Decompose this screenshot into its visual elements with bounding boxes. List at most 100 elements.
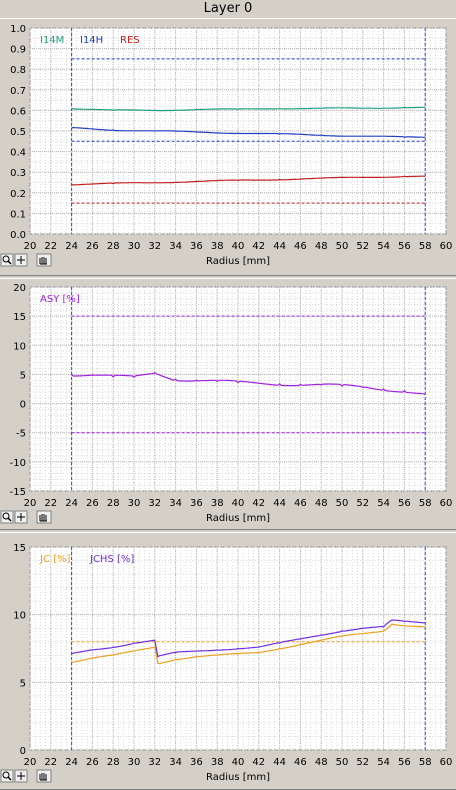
- legend-entry-1: JC [%]: [39, 554, 71, 565]
- y-tick-label: 0.8: [10, 65, 26, 76]
- x-tick-label: 50: [336, 498, 349, 509]
- x-tick-label: 28: [107, 757, 120, 768]
- x-tick-label: 40: [232, 498, 245, 509]
- x-tick-label: 48: [315, 498, 328, 509]
- x-tick-label: 22: [44, 757, 57, 768]
- x-tick-label: 28: [107, 241, 120, 252]
- y-tick-label: 10: [13, 611, 26, 622]
- legend-entry-3: RES: [120, 35, 140, 46]
- y-tick-label: 0.3: [10, 168, 26, 179]
- y-tick-label: 0.2: [10, 189, 26, 200]
- x-tick-label: 46: [294, 241, 307, 252]
- x-tick-label: 54: [377, 757, 390, 768]
- x-tick-label: 54: [377, 241, 390, 252]
- y-tick-label: 0.1: [10, 209, 26, 220]
- grid: [29, 546, 447, 751]
- x-tick-label: 36: [190, 498, 203, 509]
- x-tick-label: 20: [24, 498, 37, 509]
- y-tick-label: -10: [10, 458, 26, 469]
- grid: [29, 286, 447, 492]
- y-tick-label: -15: [10, 487, 26, 498]
- x-tick-label: 58: [419, 498, 432, 509]
- legend-entry-1: I14M: [40, 35, 64, 46]
- x-tick-label: 36: [190, 757, 203, 768]
- plot-toolbar: [0, 769, 52, 783]
- zoom-icon[interactable]: [0, 253, 14, 267]
- crosshair-icon[interactable]: [14, 769, 28, 783]
- x-tick-label: 34: [169, 757, 182, 768]
- x-tick-label: 28: [107, 498, 120, 509]
- x-tick-label: 60: [440, 241, 453, 252]
- x-tick-label: 44: [273, 241, 286, 252]
- x-tick-label: 58: [419, 757, 432, 768]
- x-tick-label: 52: [356, 241, 369, 252]
- x-tick-label: 32: [148, 241, 161, 252]
- plot-toolbar: [0, 510, 52, 524]
- x-tick-label: 30: [128, 757, 141, 768]
- series-line-1: [71, 372, 426, 395]
- y-tick-label: 0.4: [10, 148, 26, 159]
- x-tick-label: 54: [377, 498, 390, 509]
- x-tick-label: 24: [65, 498, 78, 509]
- x-tick-label: 56: [398, 498, 411, 509]
- legend-entry-2: I14H: [80, 35, 103, 46]
- x-tick-label: 56: [398, 241, 411, 252]
- x-tick-label: 60: [440, 498, 453, 509]
- x-tick-label: 38: [211, 241, 224, 252]
- x-tick-label: 60: [440, 757, 453, 768]
- plot-toolbar: [0, 253, 52, 267]
- x-tick-label: 42: [252, 241, 265, 252]
- pan-hand-icon[interactable]: [36, 510, 52, 524]
- y-tick-label: 20: [13, 283, 26, 294]
- chart-panel-2: ASY [%] -15 -10 -5 0 5 10 15 20 20 22 24 26 28 30 32 34 3…: [0, 278, 456, 530]
- x-tick-label: 36: [190, 241, 203, 252]
- y-tick-label: 1.0: [10, 24, 26, 35]
- x-tick-label: 24: [65, 241, 78, 252]
- y-tick-label: 0.5: [10, 127, 26, 138]
- y-tick-label: 0: [20, 400, 26, 411]
- x-tick-label: 40: [232, 757, 245, 768]
- chart-panel-1: I14M I14H RES 0.0 0.1 0.2 0.3 0.4 0.5 0.6 0.7 0.8 0.…: [0, 18, 456, 276]
- x-tick-label: 44: [273, 757, 286, 768]
- series-line-2: [71, 126, 426, 138]
- series-line-3: [71, 175, 426, 186]
- x-axis-label: Radius [mm]: [206, 772, 270, 783]
- x-tick-label: 46: [294, 498, 307, 509]
- x-tick-label: 42: [252, 498, 265, 509]
- x-tick-label: 24: [65, 757, 78, 768]
- window-title: Layer 0: [203, 1, 253, 16]
- x-tick-label: 42: [252, 757, 265, 768]
- x-tick-label: 58: [419, 241, 432, 252]
- x-tick-label: 20: [24, 241, 37, 252]
- x-tick-label: 26: [86, 498, 99, 509]
- zoom-icon[interactable]: [0, 510, 14, 524]
- x-tick-label: 34: [169, 241, 182, 252]
- crosshair-icon[interactable]: [14, 253, 28, 267]
- y-tick-label: 5: [20, 370, 26, 381]
- series-line-1: [71, 623, 426, 665]
- x-tick-label: 48: [315, 757, 328, 768]
- x-tick-label: 30: [128, 241, 141, 252]
- x-tick-label: 22: [44, 241, 57, 252]
- crosshair-icon[interactable]: [14, 510, 28, 524]
- x-tick-label: 38: [211, 757, 224, 768]
- x-tick-label: 50: [336, 241, 349, 252]
- x-tick-label: 26: [86, 241, 99, 252]
- y-tick-label: 0.0: [10, 230, 26, 241]
- y-tick-label: 15: [13, 543, 26, 554]
- x-tick-label: 38: [211, 498, 224, 509]
- y-tick-label: 15: [13, 312, 26, 323]
- legend-entry-2: JCHS [%]: [89, 554, 134, 565]
- x-tick-label: 52: [356, 757, 369, 768]
- y-tick-label: -5: [16, 429, 26, 440]
- x-tick-label: 20: [24, 757, 37, 768]
- x-tick-label: 30: [128, 498, 141, 509]
- x-tick-label: 50: [336, 757, 349, 768]
- zoom-icon[interactable]: [0, 769, 14, 783]
- x-tick-label: 26: [86, 757, 99, 768]
- pan-hand-icon[interactable]: [36, 253, 52, 267]
- chart-panel-3: JC [%] JCHS [%] 0 5 10 15 20 22 24 26 28 30 32 34 36 38…: [0, 532, 456, 790]
- pan-hand-icon[interactable]: [36, 769, 52, 783]
- x-tick-label: 40: [232, 241, 245, 252]
